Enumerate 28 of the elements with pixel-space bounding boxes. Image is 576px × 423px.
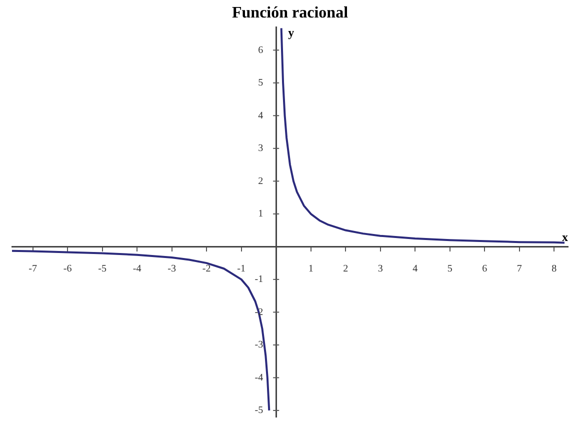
x-tick-label: 7 xyxy=(516,263,522,274)
x-tick-label: 5 xyxy=(447,263,452,274)
x-tick-label: 8 xyxy=(552,263,557,274)
y-tick-label: -3 xyxy=(254,340,264,351)
y-tick-label: -4 xyxy=(254,372,264,384)
x-tick-label: 4 xyxy=(412,263,418,274)
x-tick-label: -7 xyxy=(28,263,38,274)
y-tick-label: 3 xyxy=(258,143,264,154)
x-tick-label: 1 xyxy=(308,263,314,274)
y-tick-label: -5 xyxy=(254,405,264,416)
x-tick-label: 3 xyxy=(378,263,383,274)
y-axis-title: y xyxy=(288,25,294,40)
x-tick-label: -3 xyxy=(168,263,176,274)
y-tick-label: 2 xyxy=(258,176,264,187)
y-tick-label: -1 xyxy=(254,274,264,286)
y-tick-label: 5 xyxy=(258,78,264,89)
y-tick-label: 1 xyxy=(258,208,264,220)
x-tick-label: -1 xyxy=(237,263,246,274)
x-tick-label: -6 xyxy=(63,263,72,274)
y-tick-label: 6 xyxy=(258,44,264,56)
x-tick-label: -5 xyxy=(98,263,107,274)
x-tick-label: 2 xyxy=(343,263,348,274)
x-tick-label: -4 xyxy=(132,263,142,274)
x-tick-label: 6 xyxy=(482,263,488,274)
chart-title: Función racional xyxy=(232,4,349,22)
x-axis-title: x xyxy=(562,230,568,244)
y-tick-label: 4 xyxy=(258,110,264,122)
x-tick-label: -2 xyxy=(202,263,211,274)
